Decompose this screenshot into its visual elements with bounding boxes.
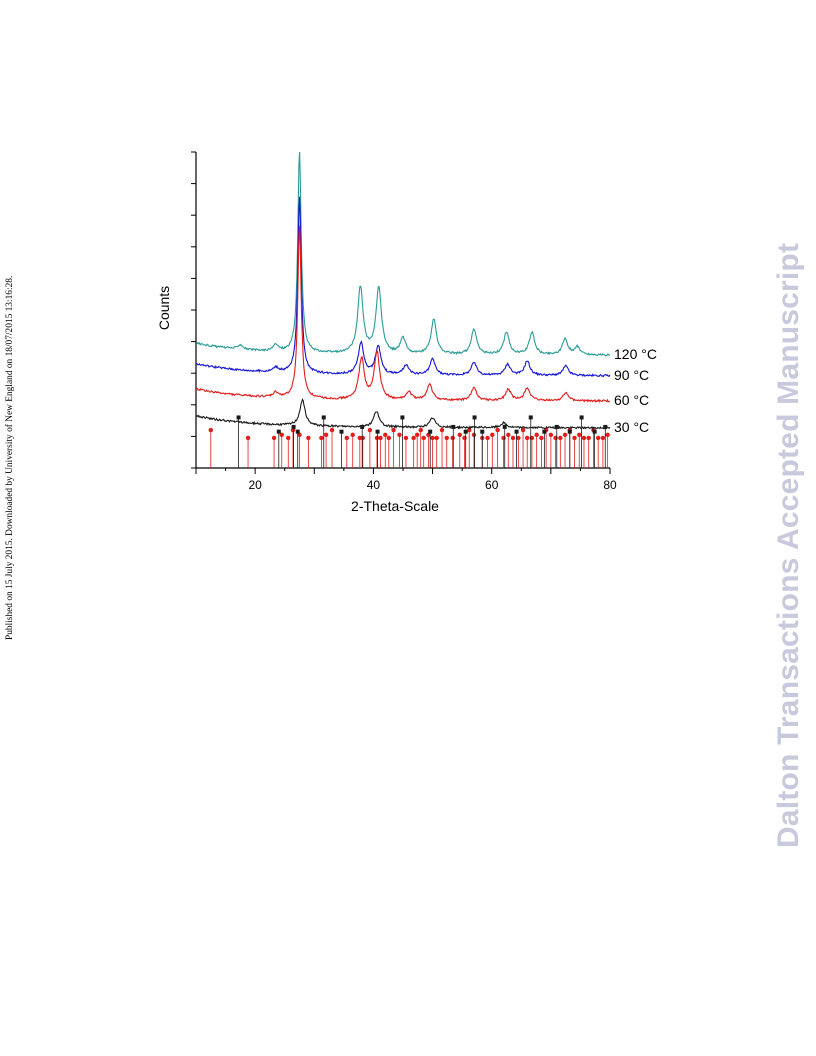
reference-red-marker bbox=[367, 427, 373, 433]
reference-black-marker bbox=[428, 429, 433, 434]
reference-red-marker bbox=[418, 427, 423, 433]
reference-black-marker bbox=[276, 429, 281, 434]
reference-red-marker bbox=[595, 435, 601, 441]
reference-black-marker bbox=[480, 429, 485, 434]
reference-red-marker bbox=[297, 432, 302, 438]
reference-red-marker bbox=[516, 435, 521, 441]
series-line bbox=[195, 151, 611, 357]
reference-black-marker bbox=[579, 415, 584, 420]
reference-red-marker bbox=[329, 427, 335, 433]
reference-red-marker bbox=[534, 432, 539, 438]
x-tick-label: 80 bbox=[603, 478, 617, 492]
reference-red-marker bbox=[414, 432, 420, 438]
reference-red-marker bbox=[525, 435, 530, 441]
reference-red-marker bbox=[471, 432, 477, 438]
reference-red-marker bbox=[411, 435, 416, 441]
reference-red-marker bbox=[374, 435, 380, 441]
series-line bbox=[195, 196, 611, 378]
reference-black-marker bbox=[463, 429, 468, 434]
reference-red-marker bbox=[403, 435, 409, 441]
reference-red-marker bbox=[360, 435, 365, 441]
reference-black-marker bbox=[236, 415, 241, 420]
x-tick-label: 20 bbox=[248, 478, 262, 492]
reference-black-marker bbox=[592, 429, 597, 434]
x-axis-label: 2-Theta-Scale bbox=[351, 498, 439, 514]
reference-red-marker bbox=[558, 435, 563, 441]
reference-black-marker bbox=[295, 429, 300, 434]
reference-black-marker bbox=[339, 429, 344, 434]
reference-red-marker bbox=[386, 435, 392, 441]
reference-red-marker bbox=[548, 432, 554, 438]
reference-red-marker bbox=[391, 427, 396, 433]
reference-red-marker bbox=[319, 435, 324, 441]
reference-red-marker bbox=[444, 435, 449, 441]
series-label: 30 °C bbox=[614, 419, 649, 435]
reference-red-marker bbox=[450, 435, 455, 441]
reference-black-marker bbox=[502, 424, 507, 429]
reference-red-marker bbox=[581, 435, 587, 441]
series-label: 120 °C bbox=[614, 346, 657, 362]
reference-black-marker bbox=[400, 415, 405, 420]
reference-black-marker bbox=[542, 429, 547, 434]
reference-red-marker bbox=[378, 435, 383, 441]
reference-red-marker bbox=[539, 435, 544, 441]
reference-red-marker bbox=[572, 435, 577, 441]
reference-black-marker bbox=[321, 415, 326, 420]
reference-black-marker bbox=[567, 429, 572, 434]
reference-red-marker bbox=[577, 432, 582, 438]
reference-red-marker bbox=[485, 435, 490, 441]
reference-red-marker bbox=[510, 435, 516, 441]
reference-red-marker bbox=[383, 432, 388, 438]
series-line bbox=[195, 225, 610, 404]
reference-red-marker bbox=[421, 435, 426, 441]
x-tick-label: 40 bbox=[367, 478, 381, 492]
reference-red-marker bbox=[495, 427, 500, 433]
reference-red-marker bbox=[208, 427, 213, 433]
reference-black-marker bbox=[528, 415, 533, 420]
series-line bbox=[195, 398, 611, 431]
reference-red-marker bbox=[490, 432, 495, 438]
reference-black-marker bbox=[514, 429, 519, 434]
reference-black-marker bbox=[291, 424, 296, 429]
reference-red-marker bbox=[562, 432, 568, 438]
reference-red-marker bbox=[605, 432, 610, 438]
reference-red-marker bbox=[506, 432, 511, 438]
reference-red-marker bbox=[457, 432, 462, 438]
reference-black-marker bbox=[603, 424, 608, 429]
series-label: 90 °C bbox=[614, 367, 649, 383]
reference-red-marker bbox=[430, 435, 435, 441]
y-axis-label: Counts bbox=[156, 286, 172, 330]
x-tick-label: 60 bbox=[485, 478, 499, 492]
reference-red-marker bbox=[323, 432, 329, 438]
reference-red-marker bbox=[426, 432, 431, 438]
reference-red-marker bbox=[245, 435, 251, 441]
reference-red-marker bbox=[467, 427, 472, 433]
reference-red-marker bbox=[434, 435, 439, 441]
reference-red-marker bbox=[350, 432, 355, 438]
reference-red-marker bbox=[306, 435, 311, 441]
reference-red-marker bbox=[271, 435, 277, 441]
reference-red-marker bbox=[279, 432, 284, 438]
reference-red-marker bbox=[397, 432, 402, 438]
reference-red-marker bbox=[344, 435, 350, 441]
reference-black-marker bbox=[375, 429, 380, 434]
reference-red-marker bbox=[586, 435, 591, 441]
reference-red-marker bbox=[290, 427, 296, 433]
reference-red-marker bbox=[439, 427, 445, 433]
reference-red-marker bbox=[600, 435, 606, 441]
reference-black-marker bbox=[472, 415, 477, 420]
series-label: 60 °C bbox=[614, 392, 649, 408]
reference-red-marker bbox=[286, 435, 291, 441]
